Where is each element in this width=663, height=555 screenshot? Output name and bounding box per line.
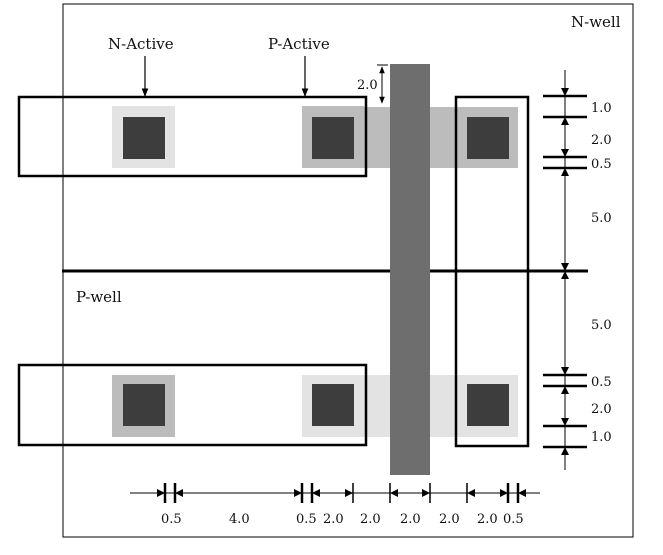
dimension-arrowhead: [500, 489, 508, 497]
contact: [123, 384, 165, 426]
right-dim-value: 0.5: [591, 375, 612, 390]
dimension-arrowhead: [345, 489, 353, 497]
contact: [312, 384, 354, 426]
metal-rail-upper: [17, 95, 368, 178]
metal-rail-lower: [17, 363, 368, 447]
contact: [467, 117, 509, 159]
dimension-arrowhead: [175, 489, 183, 497]
dimension-arrowhead: [467, 489, 475, 497]
bottom-dim-value: 0.5: [161, 512, 182, 527]
poly-gate: [390, 64, 430, 475]
metal-output: [454, 95, 530, 448]
bottom-dim-value: 2.0: [360, 512, 381, 527]
dimension-arrowhead: [561, 88, 569, 96]
bottom-dim-value: 2.0: [477, 512, 498, 527]
dimension-arrowhead: [561, 117, 569, 125]
dimension-arrowhead: [561, 418, 569, 426]
bottom-dim-value: 4.0: [229, 512, 250, 527]
dimension-arrowhead: [312, 489, 320, 497]
dimension-arrowhead: [561, 386, 569, 394]
dimension-arrowhead: [561, 149, 569, 157]
p-active-label: P-Active: [268, 35, 330, 53]
dimension-arrowhead: [561, 263, 569, 271]
bottom-dim-value: 0.5: [296, 512, 317, 527]
pwell-label: P-well: [76, 288, 122, 306]
right-dim-value: 5.0: [591, 318, 612, 333]
dimension-arrowhead: [294, 489, 302, 497]
right-dim-value: 0.5: [591, 157, 612, 172]
bottom-dim-value: 2.0: [400, 512, 421, 527]
right-dim-value: 5.0: [591, 211, 612, 226]
contact: [467, 384, 509, 426]
right-dim-value: 2.0: [591, 402, 612, 417]
bottom-dim-value: 2.0: [439, 512, 460, 527]
nwell-label: N-well: [571, 13, 621, 31]
bottom-dimension-chain: 0.5 4.0 0.5 2.0 2.0 2.0 2.0 2.0 0.5: [130, 483, 540, 527]
bottom-dim-value: 0.5: [503, 512, 524, 527]
right-dimension-chain: 1.0 2.0 0.5 5.0 5.0 0.5 2.0 1.0: [543, 70, 612, 470]
dimension-arrowhead: [561, 168, 569, 176]
n-active-label: N-Active: [108, 35, 174, 53]
dimension-arrowhead: [561, 271, 569, 279]
dimension-arrowhead: [561, 447, 569, 455]
right-dim-value: 2.0: [591, 133, 612, 148]
right-dim-value: 1.0: [591, 430, 612, 445]
dimension-arrowhead: [561, 367, 569, 375]
dimension-arrowhead: [422, 489, 430, 497]
top-gap-value: 2.0: [357, 78, 378, 93]
bottom-dim-value: 2.0: [323, 512, 344, 527]
right-dim-value: 1.0: [591, 101, 612, 116]
dimension-arrowhead: [390, 489, 398, 497]
dimension-arrowhead: [157, 489, 165, 497]
contact: [123, 117, 165, 159]
contact: [312, 117, 354, 159]
dimension-arrowhead: [518, 489, 526, 497]
